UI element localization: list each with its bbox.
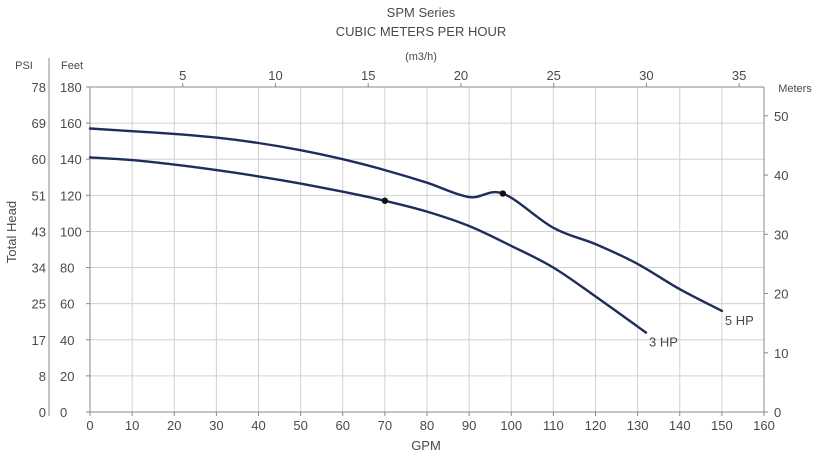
series: 5 HP 3 HP [88, 127, 754, 350]
feet-tick-label: 100 [60, 224, 82, 239]
x-tick-label: 140 [669, 418, 691, 433]
x-tick-label: 120 [585, 418, 607, 433]
psi-header: PSI [15, 60, 33, 72]
psi-tick-label: 17 [32, 333, 46, 348]
marker-point-3-hp [381, 197, 389, 204]
psi-tick-label: 51 [32, 188, 46, 203]
chart-title: SPM Series [387, 5, 456, 20]
top-axis-title: CUBIC METERS PER HOUR [336, 24, 506, 39]
grid [90, 87, 764, 412]
psi-tick-label: 60 [32, 152, 46, 167]
series-label-3-hp: 3 HP [649, 335, 678, 350]
psi-tick-label: 69 [32, 116, 46, 131]
m3h-tick-label: 35 [732, 68, 746, 83]
y-axis-label: Total Head [4, 201, 19, 263]
feet-tick-label: 180 [60, 80, 82, 95]
x-tick-label: 20 [167, 418, 181, 433]
psi-tick-label: 8 [39, 369, 46, 384]
psi-tick-label: 78 [32, 80, 46, 95]
feet-tick-label: 80 [60, 261, 74, 276]
psi-tick-label: 25 [32, 297, 46, 312]
feet-tick-label: 60 [60, 297, 74, 312]
m3h-tick-label: 10 [268, 68, 282, 83]
x-tick-label: 50 [293, 418, 307, 433]
psi-tick-label: 34 [32, 261, 46, 276]
meters-tick-label: 20 [774, 287, 788, 302]
m3h-tick-label: 20 [454, 68, 468, 83]
m3h-tick-label: 5 [179, 68, 186, 83]
feet-tick-label: 0 [60, 405, 67, 420]
feet-tick-label: 20 [60, 369, 74, 384]
x-tick-label: 150 [711, 418, 733, 433]
marker-point-5-hp [499, 190, 507, 197]
series-label-5-hp: 5 HP [725, 313, 754, 328]
x-tick-label: 30 [209, 418, 223, 433]
x-tick-label: 40 [251, 418, 265, 433]
x-tick-label: 70 [378, 418, 392, 433]
x-axis-label: GPM [411, 438, 441, 453]
axes [48, 58, 765, 416]
m3h-tick-label: 15 [361, 68, 375, 83]
series-line-3-hp [88, 156, 648, 334]
feet-tick-label: 140 [60, 152, 82, 167]
x-tick-label: 110 [543, 418, 564, 433]
tick-labels: 0 10 20 30 40 50 60 70 80 90 100 110 120 130 140 150 160… [32, 68, 789, 433]
feet-header: Feet [61, 60, 83, 72]
meters-header: Meters [778, 83, 812, 95]
m3h-tick-label: 25 [546, 68, 560, 83]
meters-tick-label: 50 [774, 109, 788, 124]
x-tick-label: 0 [86, 418, 93, 433]
x-tick-label: 80 [420, 418, 434, 433]
meters-tick-label: 40 [774, 168, 788, 183]
top-axis-unit: (m3/h) [405, 51, 437, 63]
meters-tick-label: 0 [774, 405, 781, 420]
psi-tick-label: 0 [39, 405, 46, 420]
series-line-5-hp [88, 127, 724, 313]
x-tick-label: 60 [336, 418, 350, 433]
x-tick-label: 90 [462, 418, 476, 433]
x-tick-label: 130 [627, 418, 649, 433]
x-tick-label: 160 [753, 418, 775, 433]
feet-tick-label: 40 [60, 333, 74, 348]
x-tick-label: 100 [500, 418, 522, 433]
meters-tick-label: 10 [774, 346, 788, 361]
feet-tick-label: 160 [60, 116, 82, 131]
m3h-tick-label: 30 [639, 68, 653, 83]
meters-tick-label: 30 [774, 227, 788, 242]
x-tick-label: 10 [125, 418, 139, 433]
feet-tick-label: 120 [60, 188, 82, 203]
psi-tick-label: 43 [32, 224, 46, 239]
